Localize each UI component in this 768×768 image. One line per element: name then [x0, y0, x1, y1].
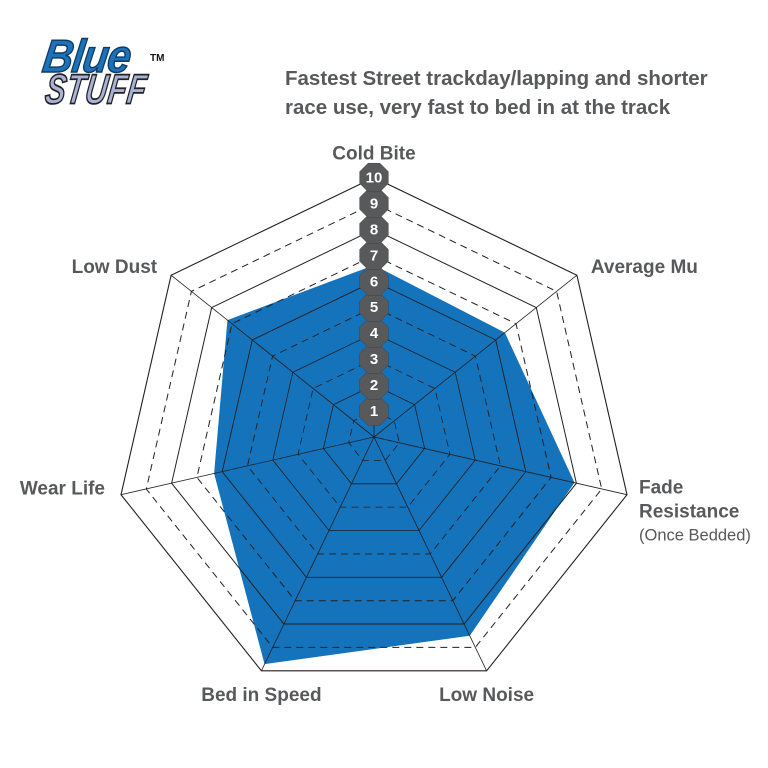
svg-text:Bed in Speed: Bed in Speed	[201, 685, 321, 706]
svg-text:Fade: Fade	[639, 478, 683, 499]
svg-text:6: 6	[370, 273, 378, 290]
svg-text:7: 7	[370, 247, 378, 264]
svg-text:4: 4	[370, 325, 379, 342]
svg-text:5: 5	[370, 299, 378, 316]
svg-text:(Once Bedded): (Once Bedded)	[639, 527, 751, 545]
svg-text:Average Mu: Average Mu	[591, 257, 698, 278]
svg-text:Cold Bite: Cold Bite	[332, 144, 415, 165]
svg-text:Low Noise: Low Noise	[439, 685, 534, 706]
svg-text:2: 2	[370, 377, 378, 394]
svg-text:Wear Life: Wear Life	[20, 479, 105, 500]
svg-text:8: 8	[370, 221, 378, 238]
svg-text:10: 10	[366, 170, 383, 187]
svg-text:3: 3	[370, 351, 378, 368]
svg-text:Resistance: Resistance	[639, 502, 739, 523]
svg-text:9: 9	[370, 195, 378, 212]
svg-text:1: 1	[370, 403, 378, 420]
svg-text:Low Dust: Low Dust	[72, 257, 158, 278]
